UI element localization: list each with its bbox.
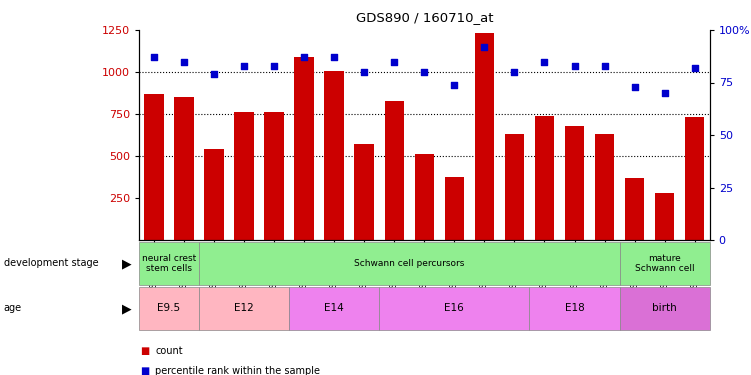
Text: GDS890 / 160710_at: GDS890 / 160710_at bbox=[355, 11, 493, 24]
Point bbox=[388, 58, 400, 64]
Text: neural crest
stem cells: neural crest stem cells bbox=[142, 254, 196, 273]
Bar bbox=[505, 134, 524, 240]
Text: ▶: ▶ bbox=[122, 257, 131, 270]
Point bbox=[208, 71, 220, 77]
Bar bbox=[620, 242, 710, 285]
Point bbox=[328, 54, 340, 60]
Bar bbox=[204, 149, 224, 240]
Text: birth: birth bbox=[653, 303, 677, 313]
Bar bbox=[139, 287, 199, 330]
Text: ■: ■ bbox=[140, 346, 149, 355]
Point bbox=[238, 63, 250, 69]
Bar bbox=[625, 178, 644, 240]
Point bbox=[689, 65, 701, 71]
Bar bbox=[385, 100, 404, 240]
Text: E18: E18 bbox=[565, 303, 584, 313]
Bar bbox=[199, 287, 289, 330]
Bar bbox=[415, 154, 434, 240]
Text: E14: E14 bbox=[324, 303, 344, 313]
Text: E9.5: E9.5 bbox=[158, 303, 180, 313]
Text: E16: E16 bbox=[445, 303, 464, 313]
Point bbox=[448, 82, 460, 88]
Point bbox=[538, 58, 550, 64]
Bar bbox=[535, 116, 554, 240]
Bar bbox=[445, 177, 464, 240]
Bar bbox=[685, 117, 704, 240]
Point bbox=[508, 69, 520, 75]
Text: development stage: development stage bbox=[4, 258, 98, 268]
Bar bbox=[620, 287, 710, 330]
Bar bbox=[595, 134, 614, 240]
Point bbox=[599, 63, 611, 69]
Point bbox=[418, 69, 430, 75]
Text: count: count bbox=[155, 346, 183, 355]
Bar bbox=[199, 242, 620, 285]
Bar bbox=[655, 193, 674, 240]
Bar bbox=[294, 57, 314, 240]
Text: percentile rank within the sample: percentile rank within the sample bbox=[155, 366, 321, 375]
Point bbox=[148, 54, 160, 60]
Text: mature
Schwann cell: mature Schwann cell bbox=[635, 254, 695, 273]
Point bbox=[659, 90, 671, 96]
Text: ▶: ▶ bbox=[122, 302, 131, 315]
Bar bbox=[475, 33, 494, 240]
Text: ■: ■ bbox=[140, 366, 149, 375]
Bar bbox=[289, 287, 379, 330]
Point bbox=[298, 54, 310, 60]
Point bbox=[178, 58, 190, 64]
Text: age: age bbox=[4, 303, 22, 313]
Point bbox=[478, 44, 490, 50]
Bar bbox=[324, 71, 344, 240]
Point bbox=[569, 63, 581, 69]
Bar bbox=[354, 144, 374, 240]
Point bbox=[268, 63, 280, 69]
Point bbox=[358, 69, 370, 75]
Bar bbox=[234, 112, 254, 240]
Bar bbox=[264, 112, 284, 240]
Point bbox=[629, 84, 641, 90]
Bar bbox=[529, 287, 620, 330]
Bar bbox=[139, 242, 199, 285]
Bar bbox=[565, 126, 584, 240]
Text: Schwann cell percursors: Schwann cell percursors bbox=[354, 259, 464, 268]
Bar bbox=[144, 94, 164, 240]
Text: E12: E12 bbox=[234, 303, 254, 313]
Bar bbox=[379, 287, 529, 330]
Bar bbox=[174, 97, 194, 240]
